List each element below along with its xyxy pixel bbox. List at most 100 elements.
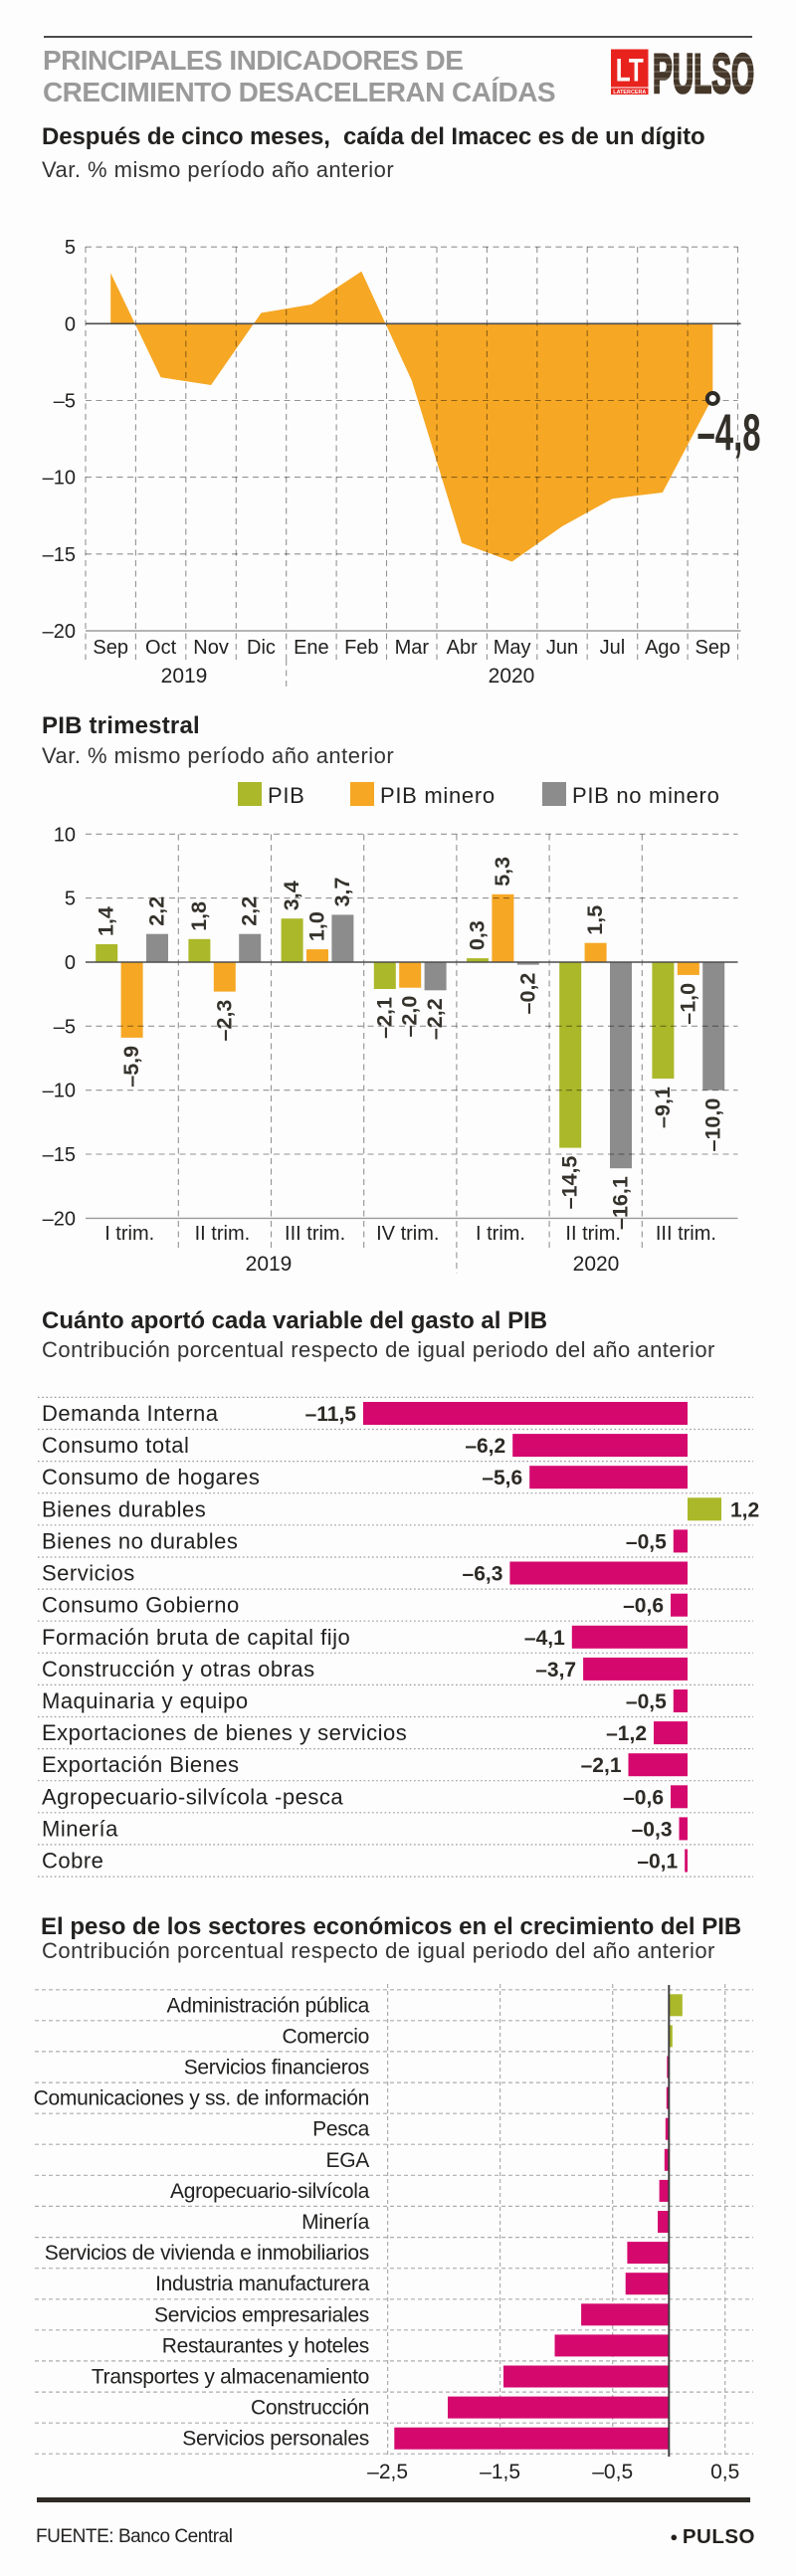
svg-text:III trim.: III trim. <box>285 1223 345 1245</box>
svg-text:Mar: Mar <box>395 637 430 659</box>
svg-text:0: 0 <box>65 313 76 335</box>
svg-text:Servicios: Servicios <box>42 1561 135 1586</box>
svg-text:Industria manufacturera: Industria manufacturera <box>155 2273 370 2295</box>
svg-text:LATERCERA: LATERCERA <box>613 90 646 96</box>
svg-text:Transportes y almacenamiento: Transportes y almacenamiento <box>92 2366 369 2389</box>
svg-text:Restaurantes y hoteles: Restaurantes y hoteles <box>162 2334 369 2357</box>
svg-text:Bienes no durables: Bienes no durables <box>42 1528 238 1553</box>
svg-text:–5: –5 <box>54 391 76 413</box>
svg-text:–10,0: –10,0 <box>701 1098 725 1152</box>
svg-text:2020: 2020 <box>573 1253 620 1276</box>
svg-text:I trim.: I trim. <box>104 1223 154 1245</box>
svg-text:2019: 2019 <box>161 665 208 688</box>
svg-text:Agropecuario-silvícola -pesca: Agropecuario-silvícola -pesca <box>42 1784 343 1809</box>
svg-text:May: May <box>494 637 531 659</box>
svg-text:Consumo total: Consumo total <box>42 1433 189 1458</box>
svg-text:Jul: Jul <box>600 637 626 659</box>
svg-text:–0,6: –0,6 <box>623 1786 664 1809</box>
svg-text:Cobre: Cobre <box>42 1849 103 1874</box>
svg-text:I trim.: I trim. <box>476 1223 525 1245</box>
svg-text:Oct: Oct <box>145 637 177 659</box>
svg-text:Comercio: Comercio <box>283 2025 369 2048</box>
svg-text:1,2: 1,2 <box>730 1498 759 1521</box>
svg-text:Formación bruta de capital fij: Formación bruta de capital fijo <box>42 1625 350 1650</box>
svg-text:2,2: 2,2 <box>238 896 262 926</box>
svg-text:–1,0: –1,0 <box>676 983 699 1025</box>
svg-text:3,4: 3,4 <box>280 881 303 910</box>
svg-text:–0,1: –0,1 <box>637 1851 678 1874</box>
svg-text:–20: –20 <box>43 1208 76 1230</box>
svg-text:Sep: Sep <box>696 637 731 659</box>
svg-text:Minería: Minería <box>301 2211 370 2234</box>
svg-text:–0,6: –0,6 <box>623 1595 664 1618</box>
svg-text:1,8: 1,8 <box>187 901 211 931</box>
svg-text:–2,0: –2,0 <box>398 996 422 1038</box>
svg-text:–1,2: –1,2 <box>606 1722 647 1745</box>
svg-text:IV trim.: IV trim. <box>376 1223 439 1245</box>
svg-text:–2,3: –2,3 <box>212 1000 236 1042</box>
svg-text:1,5: 1,5 <box>583 905 607 935</box>
svg-text:Ago: Ago <box>645 637 681 659</box>
svg-text:–10: –10 <box>43 1081 76 1102</box>
svg-text:Servicios empresariales: Servicios empresariales <box>154 2303 369 2326</box>
svg-text:Construcción y otras obras: Construcción y otras obras <box>42 1657 315 1682</box>
svg-text:Exportación Bienes: Exportación Bienes <box>42 1752 240 1777</box>
svg-text:Bienes durables: Bienes durables <box>42 1496 206 1521</box>
svg-text:Administración pública: Administración pública <box>166 1994 369 2017</box>
svg-text:–0,5: –0,5 <box>626 1530 667 1553</box>
svg-text:–15: –15 <box>43 1144 76 1166</box>
svg-text:Pesca: Pesca <box>312 2118 369 2141</box>
svg-text:Abr: Abr <box>447 637 478 659</box>
svg-text:–5,9: –5,9 <box>119 1046 143 1088</box>
svg-text:Comunicaciones y ss. de inform: Comunicaciones y ss. de información <box>34 2087 369 2110</box>
svg-text:2,2: 2,2 <box>145 896 169 926</box>
svg-text:–6,3: –6,3 <box>463 1563 503 1586</box>
svg-text:10: 10 <box>54 824 76 846</box>
svg-text:Dic: Dic <box>247 637 276 659</box>
svg-text:–4,1: –4,1 <box>524 1627 565 1650</box>
svg-text:5,3: 5,3 <box>491 857 514 887</box>
svg-text:Maquinaria y equipo: Maquinaria y equipo <box>42 1688 249 1713</box>
svg-text:–2,5: –2,5 <box>367 2461 408 2483</box>
svg-text:1,4: 1,4 <box>95 906 118 936</box>
svg-text:2020: 2020 <box>489 665 535 688</box>
svg-text:2019: 2019 <box>246 1253 293 1276</box>
svg-text:–2,1: –2,1 <box>372 997 396 1039</box>
svg-text:Ene: Ene <box>294 637 329 659</box>
svg-text:II trim.: II trim. <box>565 1223 621 1245</box>
svg-text:–20: –20 <box>43 621 76 643</box>
svg-text:–1,5: –1,5 <box>480 2461 520 2483</box>
svg-text:–4,8: –4,8 <box>697 405 761 463</box>
svg-text:–0,3: –0,3 <box>632 1818 673 1841</box>
svg-text:–0,5: –0,5 <box>626 1690 667 1713</box>
svg-text:–11,5: –11,5 <box>305 1403 357 1426</box>
svg-text:Consumo Gobierno: Consumo Gobierno <box>42 1593 240 1618</box>
svg-text:Exportaciones de bienes y serv: Exportaciones de bienes y servicios <box>42 1720 407 1745</box>
svg-text:0,3: 0,3 <box>466 920 490 950</box>
svg-text:5: 5 <box>65 889 76 910</box>
svg-text:–16,1: –16,1 <box>609 1176 633 1230</box>
svg-text:Servicios personales: Servicios personales <box>182 2428 369 2451</box>
svg-text:Construcción: Construcción <box>251 2397 369 2420</box>
svg-text:–2,1: –2,1 <box>581 1754 622 1777</box>
svg-text:Servicios de vivienda e inmobi: Servicios de vivienda e inmobiliarios <box>45 2242 369 2265</box>
svg-text:Feb: Feb <box>344 637 378 659</box>
svg-text:5: 5 <box>65 237 76 259</box>
svg-text:Sep: Sep <box>93 637 128 659</box>
svg-text:–14,5: –14,5 <box>558 1156 582 1210</box>
svg-text:Jun: Jun <box>546 637 578 659</box>
svg-text:–0,2: –0,2 <box>515 973 539 1015</box>
svg-text:Nov: Nov <box>193 637 229 659</box>
svg-text:–10: –10 <box>43 468 76 490</box>
svg-text:–9,1: –9,1 <box>651 1087 675 1128</box>
svg-text:–2,2: –2,2 <box>423 998 447 1040</box>
svg-text:EGA: EGA <box>326 2149 370 2172</box>
svg-text:Agropecuario-silvícola: Agropecuario-silvícola <box>170 2180 370 2203</box>
svg-text:0: 0 <box>65 952 76 974</box>
svg-text:–15: –15 <box>43 544 76 566</box>
svg-text:II trim.: II trim. <box>195 1223 251 1245</box>
svg-text:1,0: 1,0 <box>305 911 329 941</box>
svg-text:LT: LT <box>616 53 644 89</box>
svg-text:Minería: Minería <box>42 1816 118 1841</box>
svg-text:Consumo de hogares: Consumo de hogares <box>42 1465 260 1489</box>
